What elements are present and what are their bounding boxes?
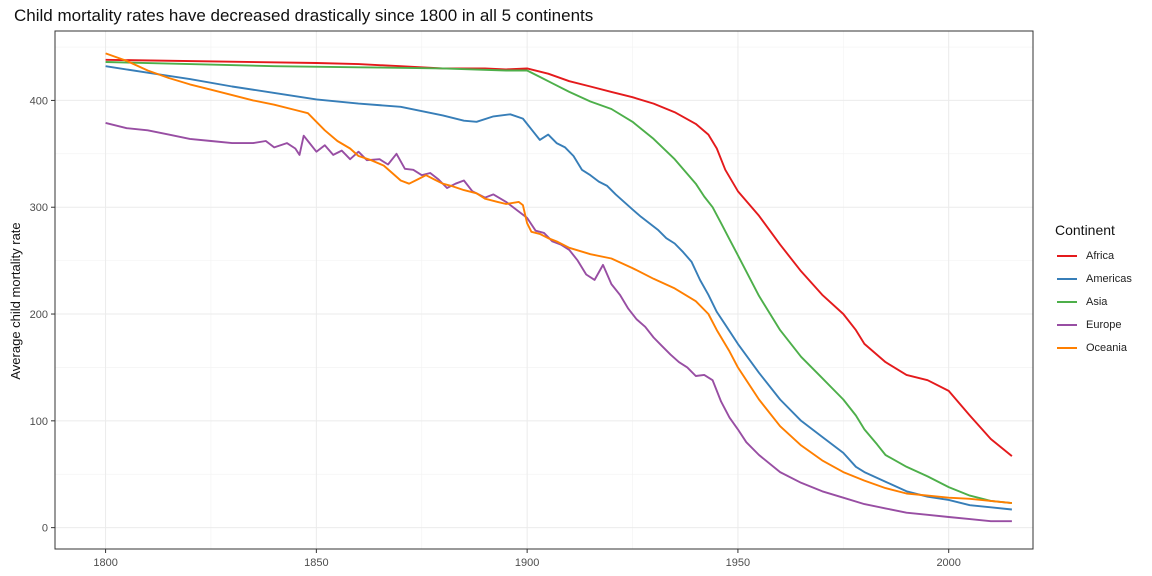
legend-label: Europe: [1086, 318, 1122, 331]
chart-title: Child mortality rates have decreased dra…: [14, 6, 594, 25]
legend-item-europe: Europe: [1055, 313, 1132, 336]
series-line-americas: [105, 65, 1012, 511]
legend-label: Americas: [1086, 272, 1132, 285]
x-tick-label: 1800: [93, 557, 117, 569]
y-tick-label: 0: [42, 523, 48, 535]
x-tick-label: 1850: [304, 557, 328, 569]
legend-swatch: [1057, 300, 1077, 303]
legend-label: Africa: [1086, 249, 1115, 262]
axis-layer: 1800 1850 1900 1950 2000 0 100 200 300 400: [30, 95, 961, 569]
grid-layer: [55, 31, 1033, 549]
y-tick-label: 200: [30, 309, 48, 321]
series-line-asia: [105, 61, 1012, 505]
legend-swatch: [1057, 323, 1077, 326]
x-tick-label: 1950: [726, 557, 750, 569]
legend-item-americas: Americas: [1055, 267, 1132, 290]
legend-label: Asia: [1086, 295, 1108, 308]
series-line-oceania: [105, 52, 1012, 505]
x-tick-label: 1900: [515, 557, 539, 569]
series-line-europe: [105, 121, 1012, 523]
panel-border: [54, 30, 1034, 550]
legend-label: Oceania: [1086, 341, 1127, 354]
legend-item-asia: Asia: [1055, 290, 1132, 313]
y-tick-label: 100: [30, 416, 48, 428]
legend-swatch: [1057, 277, 1077, 280]
legend-swatch: [1057, 346, 1077, 349]
series-line-africa: [105, 58, 1013, 457]
legend-item-oceania: Oceania: [1055, 336, 1132, 359]
y-tick-label: 400: [30, 95, 48, 107]
legend-swatch: [1057, 254, 1077, 257]
y-tick-label: 300: [30, 202, 48, 214]
legend-title: Continent: [1055, 222, 1115, 238]
series-layer: [105, 52, 1013, 523]
legend: Continent Africa Americas Asia Europe Oceani…: [1055, 222, 1132, 359]
y-axis-title: Average child mortality rate: [8, 222, 23, 379]
x-tick-label: 2000: [936, 557, 960, 569]
legend-item-africa: Africa: [1055, 244, 1132, 267]
